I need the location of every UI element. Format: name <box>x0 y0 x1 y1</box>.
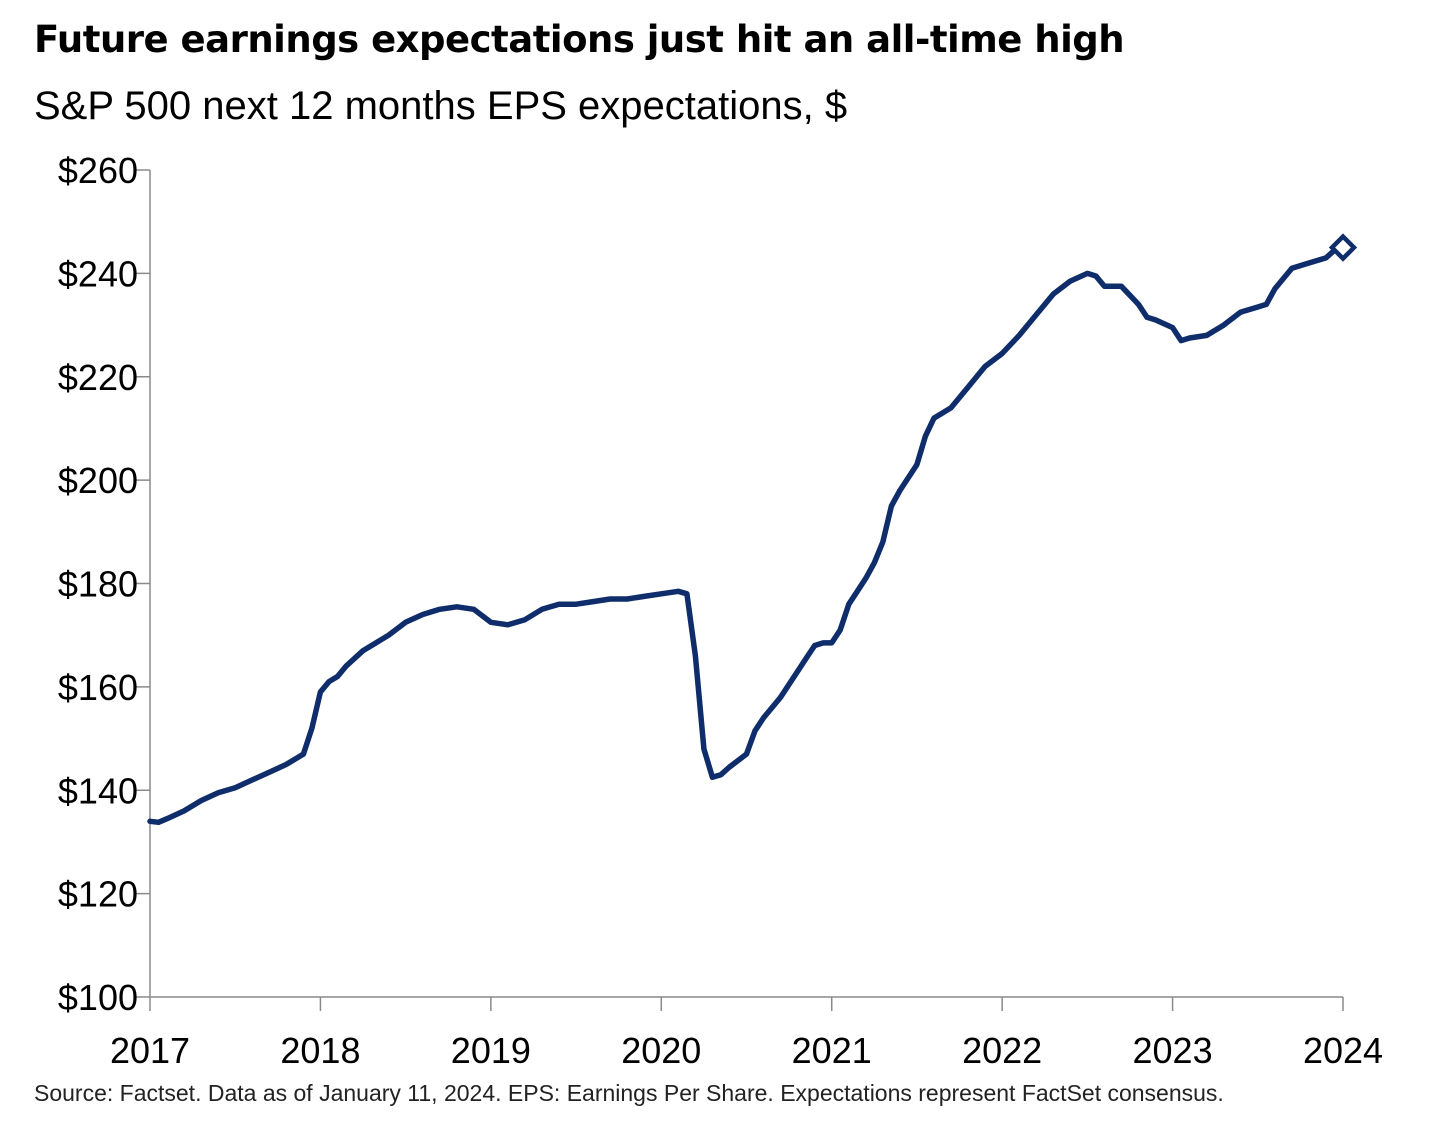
x-tick-label: 2020 <box>621 1030 701 1071</box>
x-tick-label: 2023 <box>1133 1030 1213 1071</box>
y-tick-label: $140 <box>58 770 138 811</box>
y-tick-label: $260 <box>58 150 138 191</box>
eps-series-line <box>147 247 1338 826</box>
x-tick-label: 2017 <box>110 1030 190 1071</box>
x-tick-label: 2018 <box>280 1030 360 1071</box>
y-tick-label: $120 <box>58 874 138 915</box>
series-layer <box>147 233 1358 826</box>
chart-title: Future earnings expectations just hit an… <box>34 18 1125 61</box>
source-note: Source: Factset. Data as of January 11, … <box>34 1080 1224 1106</box>
x-tick-label: 2022 <box>962 1030 1042 1071</box>
x-tick-label: 2024 <box>1303 1030 1383 1071</box>
y-tick-label: $200 <box>58 460 138 501</box>
y-tick-label: $220 <box>58 357 138 398</box>
x-axis: 2017 2018 2019 2020 2021 2022 2023 2024 <box>110 996 1383 1071</box>
y-axis: $100 $120 $140 $160 $180 $200 $220 $240 $260 <box>58 150 151 1018</box>
y-tick-label: $160 <box>58 667 138 708</box>
chart-subtitle: S&P 500 next 12 months EPS expectations,… <box>34 84 848 128</box>
y-tick-label: $240 <box>58 253 138 294</box>
y-tick-label: $180 <box>58 564 138 605</box>
y-tick-label: $100 <box>58 977 138 1018</box>
x-tick-label: 2019 <box>451 1030 531 1071</box>
latest-value-diamond-marker <box>1328 233 1358 262</box>
x-tick-label: 2021 <box>792 1030 872 1071</box>
